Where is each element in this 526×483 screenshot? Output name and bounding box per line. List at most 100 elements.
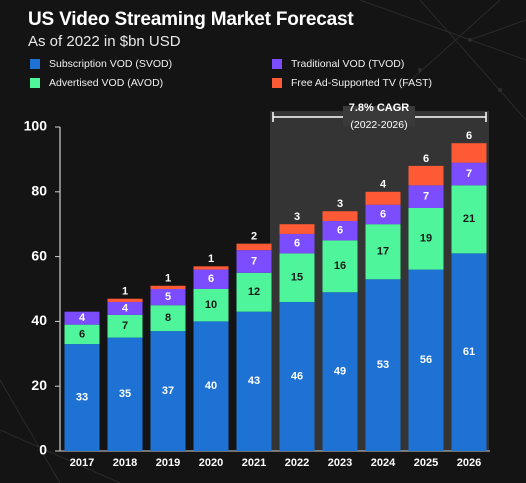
- data-label-avod: 15: [291, 272, 303, 284]
- bar-segment-avod: [365, 224, 401, 280]
- data-label-svod: 56: [420, 354, 432, 366]
- bar-segment-tvod: [107, 301, 143, 315]
- data-label-fast: 1: [122, 286, 128, 298]
- chart-subtitle: As of 2022 in $bn USD: [28, 33, 181, 50]
- data-label-svod: 61: [463, 346, 475, 358]
- y-tick-label: 40: [31, 312, 47, 328]
- x-tick-label: 2019: [156, 457, 180, 469]
- data-label-avod: 10: [205, 299, 217, 311]
- bar-segment-avod: [408, 208, 444, 270]
- bar-segment-avod: [322, 240, 358, 293]
- bar-segment-tvod: [236, 250, 272, 273]
- bar-segment-avod: [64, 324, 100, 345]
- data-label-fast: 3: [294, 211, 300, 223]
- data-label-svod: 49: [334, 366, 346, 378]
- data-label-avod: 19: [420, 233, 432, 245]
- bar-segment-tvod: [408, 185, 444, 208]
- bar-segment-avod: [193, 289, 229, 322]
- data-label-svod: 40: [205, 380, 217, 392]
- bar-segment-fast: [408, 165, 444, 186]
- bar-segment-tvod: [64, 311, 100, 325]
- legend-item-avod: Advertised VOD (AVOD): [30, 77, 163, 89]
- bar-segment-fast: [150, 285, 186, 289]
- legend-label-avod: Advertised VOD (AVOD): [49, 77, 164, 89]
- bar-segment-tvod: [150, 289, 186, 306]
- x-tick-label: 2017: [70, 457, 94, 469]
- data-label-avod: 16: [334, 260, 346, 272]
- bar-segment-svod: [451, 253, 487, 451]
- data-label-avod: 7: [122, 320, 128, 332]
- y-tick-label: 0: [39, 442, 47, 458]
- bars-group: 3364357413785140106143127246156349166353…: [64, 130, 487, 451]
- data-label-svod: 43: [248, 375, 260, 387]
- data-label-tvod: 7: [466, 168, 472, 180]
- bar-segment-svod: [64, 344, 100, 451]
- bar-segment-svod: [408, 269, 444, 451]
- bar-segment-fast: [451, 143, 487, 163]
- bar-segment-fast: [365, 191, 401, 205]
- data-label-fast: 4: [380, 179, 387, 191]
- bar-segment-tvod: [365, 204, 401, 225]
- x-axis-ticks: 2017 2018 2019 2020 2021 2022 2023 2024 2025 2026: [70, 457, 481, 469]
- data-label-tvod: 7: [423, 191, 429, 203]
- y-tick-label: 100: [24, 118, 48, 134]
- data-label-fast: 2: [251, 231, 257, 243]
- x-tick-label: 2021: [242, 457, 266, 469]
- cagr-label-bg: [343, 106, 415, 126]
- data-label-svod: 35: [119, 388, 131, 400]
- x-tick-label: 2020: [199, 457, 223, 469]
- legend-swatch-fast: [272, 78, 282, 88]
- data-label-tvod: 7: [251, 255, 257, 267]
- bar-segment-avod: [150, 305, 186, 332]
- data-label-avod: 8: [165, 312, 171, 324]
- data-label-avod: 12: [248, 286, 260, 298]
- data-label-tvod: 6: [294, 238, 300, 250]
- bar-segment-fast: [279, 224, 315, 234]
- data-label-tvod: 5: [165, 291, 171, 303]
- data-label-tvod: 4: [122, 302, 129, 314]
- bar-segment-tvod: [322, 220, 358, 241]
- data-label-svod: 33: [76, 391, 88, 403]
- legend-label-tvod: Traditional VOD (TVOD): [291, 58, 405, 70]
- data-label-fast: 3: [337, 198, 343, 210]
- legend-swatch-tvod: [272, 59, 282, 69]
- bar-segment-svod: [322, 292, 358, 451]
- legend-item-svod: Subscription VOD (SVOD): [30, 58, 172, 70]
- bar-segment-fast: [107, 298, 143, 302]
- data-label-svod: 37: [162, 385, 174, 397]
- bar-segment-svod: [365, 279, 401, 451]
- data-label-svod: 46: [291, 370, 303, 382]
- bar-segment-avod: [236, 272, 272, 312]
- data-label-tvod: 6: [208, 273, 214, 285]
- data-label-avod: 6: [79, 328, 85, 340]
- bar-segment-fast: [322, 211, 358, 221]
- bar-segment-avod: [451, 185, 487, 254]
- bar-segment-svod: [279, 301, 315, 451]
- bar-segment-svod: [193, 321, 229, 451]
- data-label-tvod: 6: [337, 225, 343, 237]
- legend-item-fast: Free Ad-Supported TV (FAST): [272, 77, 432, 89]
- data-label-fast: 1: [165, 273, 171, 285]
- data-label-fast: 1: [208, 253, 214, 265]
- x-tick-label: 2026: [457, 457, 481, 469]
- bar-segment-avod: [107, 314, 143, 338]
- bar-segment-tvod: [451, 162, 487, 186]
- data-label-avod: 17: [377, 246, 389, 258]
- y-tick-label: 60: [31, 247, 47, 263]
- legend-item-tvod: Traditional VOD (TVOD): [272, 58, 404, 70]
- cagr-period: (2022-2026): [350, 119, 407, 131]
- bar-segment-tvod: [279, 233, 315, 254]
- data-label-avod: 21: [463, 213, 475, 225]
- x-tick-label: 2022: [285, 457, 309, 469]
- legend-swatch-svod: [30, 59, 40, 69]
- data-label-svod: 53: [377, 359, 389, 371]
- bar-segment-fast: [236, 243, 272, 251]
- bar-segment-fast: [193, 266, 229, 270]
- legend-label-fast: Free Ad-Supported TV (FAST): [291, 77, 433, 89]
- y-axis-ticks: 0 20 40 60 80 100: [24, 118, 60, 458]
- y-tick-label: 20: [31, 377, 47, 393]
- bar-segment-svod: [107, 337, 143, 451]
- x-tick-label: 2018: [113, 457, 137, 469]
